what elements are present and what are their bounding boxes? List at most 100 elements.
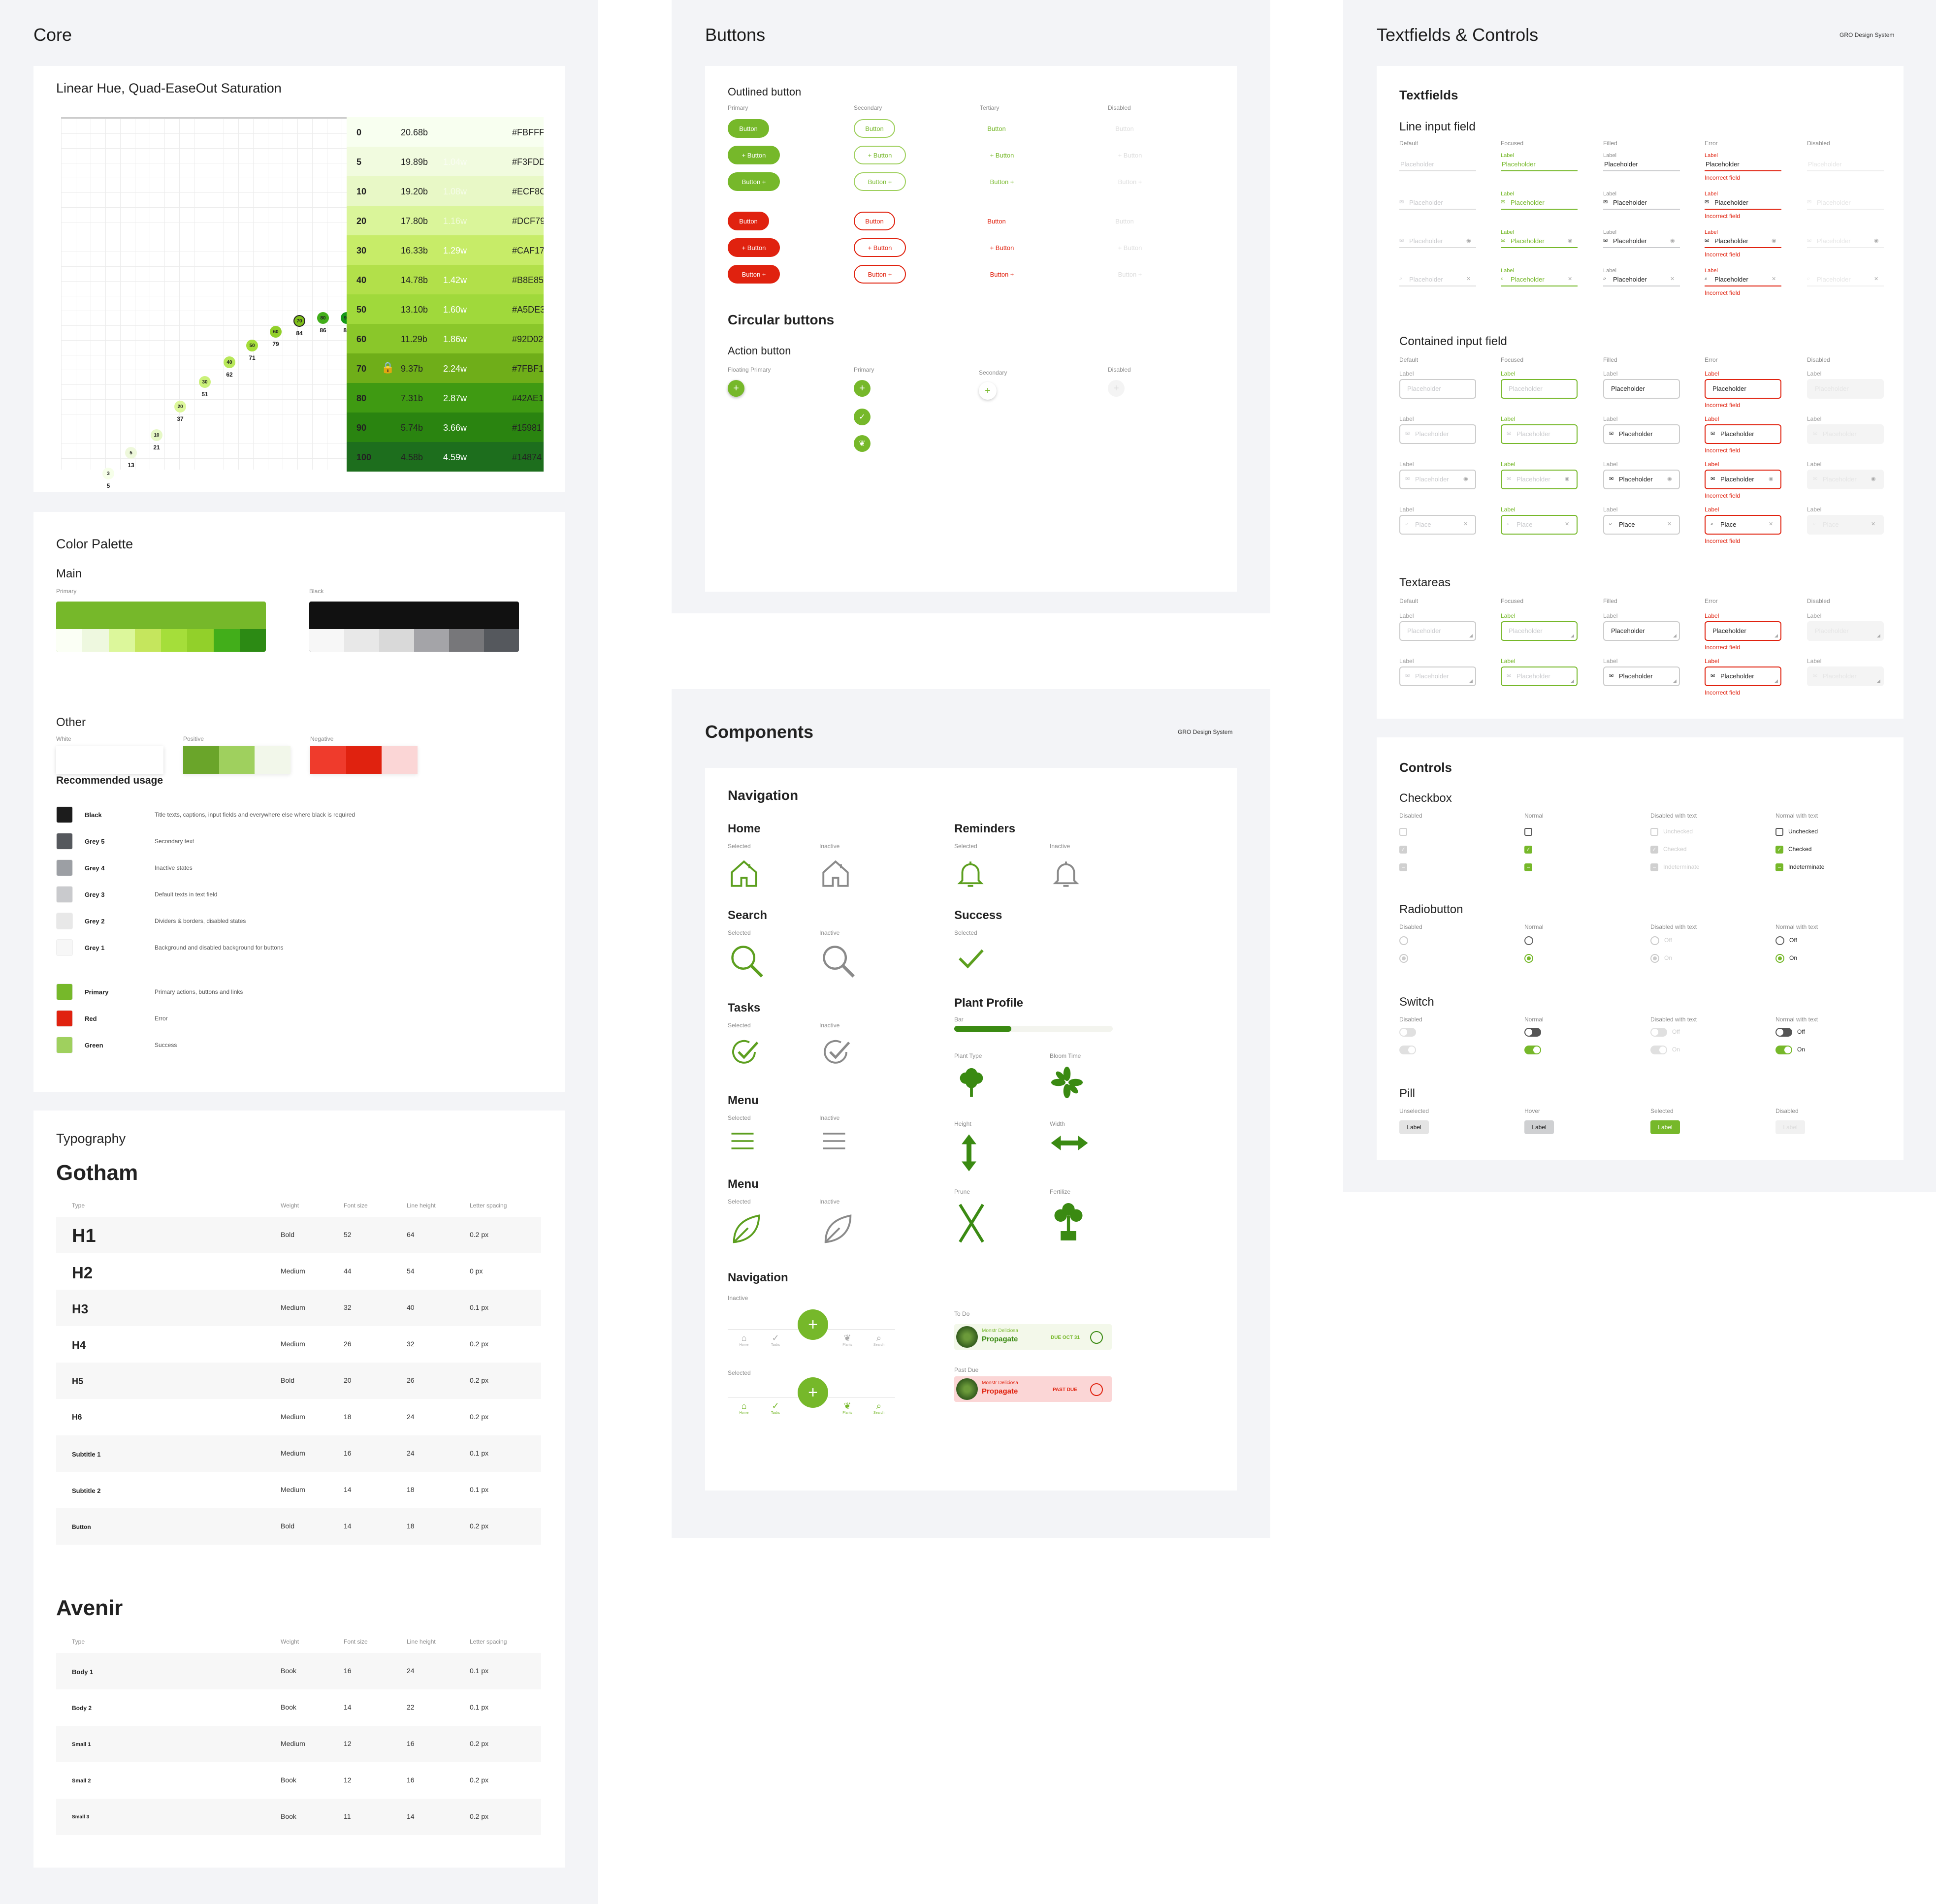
line-input-field[interactable]: Label Placeholder ⌕ ✕ [1603, 268, 1680, 287]
primary-button[interactable]: Button + [728, 172, 780, 191]
checkbox-indeterminate[interactable]: – [1775, 863, 1783, 871]
contained-input-field[interactable]: Placeholder ✉ [1603, 424, 1680, 444]
textarea-field[interactable]: Placeholder ◢ [1603, 621, 1680, 641]
checkbox-checked[interactable]: ✓ [1524, 846, 1532, 854]
switch-on[interactable] [1775, 1046, 1792, 1054]
todo-card[interactable]: Monstr Deliciosa Propagate DUE OCT 31 [954, 1324, 1112, 1350]
line-input-field[interactable]: Label Placeholder ✉ ◉ Incorrect field [1705, 229, 1781, 258]
fab-add-button[interactable]: + [798, 1377, 828, 1408]
radio-off[interactable] [1775, 936, 1784, 945]
line-input-field[interactable]: Label Placeholder [1501, 153, 1578, 172]
secondary-button[interactable]: Button [854, 119, 895, 138]
line-input-field[interactable]: Label Placeholder ✉ ◉ [1603, 229, 1680, 249]
line-input-field[interactable]: Placeholder [1399, 153, 1476, 172]
secondary-button[interactable]: Button + [854, 172, 906, 191]
floating-add-button[interactable]: + [728, 380, 744, 397]
bottom-nav-item[interactable]: ⌂ Home [736, 1333, 752, 1347]
radio-off[interactable] [1524, 936, 1533, 945]
contained-input-field[interactable]: Placeholder [1705, 379, 1781, 399]
bottom-nav-item[interactable]: ⌕ Search [871, 1333, 887, 1347]
tertiary-button[interactable]: + Button [990, 244, 1014, 252]
contained-input-field[interactable]: Placeholder ✉ ◉ [1705, 470, 1781, 489]
line-input-field[interactable]: Label Placeholder [1603, 153, 1680, 172]
line-input-field[interactable]: Label Placeholder ✉ ◉ [1501, 229, 1578, 249]
contained-input-field[interactable]: Placeholder ✉ [1399, 424, 1476, 444]
primary-leaf-button[interactable]: ❦ [854, 435, 871, 452]
primary-button[interactable]: Button [728, 212, 769, 230]
line-input-field[interactable]: Label Placeholder ✉ [1603, 191, 1680, 211]
checkbox-unchecked[interactable] [1775, 828, 1783, 836]
checkbox-unchecked[interactable] [1524, 828, 1532, 836]
field-label: Label [1705, 229, 1718, 235]
primary-check-button[interactable]: ✓ [854, 409, 871, 425]
unselected-pill[interactable]: Label [1399, 1120, 1429, 1134]
line-input-field[interactable]: Placeholder ✉ [1399, 191, 1476, 211]
tertiary-button[interactable]: Button + [990, 178, 1014, 186]
bottom-nav-item[interactable]: ⌕ Search [871, 1401, 887, 1415]
line-input-field[interactable]: Label Placeholder ✉ [1501, 191, 1578, 211]
bottom-nav-item[interactable]: ⌂ Home [736, 1401, 752, 1415]
contained-input-field[interactable]: Placeholder ✉ ◉ [1603, 470, 1680, 489]
textarea-field[interactable]: Placeholder ◢ [1399, 621, 1476, 641]
radio-on[interactable] [1524, 954, 1533, 963]
textarea-field[interactable]: Placeholder ◢ [1705, 621, 1781, 641]
pastdue-card[interactable]: Monstr Deliciosa Propagate PAST DUE [954, 1376, 1112, 1402]
contained-input-field[interactable]: Place ⌕ ✕ [1705, 515, 1781, 535]
components-artboard: Components GRO Design System Navigation … [672, 689, 1270, 1538]
contained-input-field[interactable]: Placeholder ✉ ◉ [1399, 470, 1476, 489]
tertiary-button[interactable]: Button [987, 217, 1006, 225]
tertiary-button[interactable]: Button + [990, 270, 1014, 278]
contained-input-field[interactable]: Place ⌕ ✕ [1603, 515, 1680, 535]
contained-input-field[interactable]: Placeholder ✉ [1501, 424, 1578, 444]
checkbox-checked[interactable]: ✓ [1775, 846, 1783, 854]
primary-add-button[interactable]: + [854, 380, 871, 397]
textarea-field[interactable]: Placeholder ✉ ◢ [1399, 666, 1476, 686]
checkbox-indeterminate[interactable]: – [1524, 863, 1532, 871]
contained-input-field[interactable]: Placeholder [1399, 379, 1476, 399]
textarea-field[interactable]: Placeholder ✉ ◢ [1501, 666, 1578, 686]
selected-pill[interactable]: Label [1650, 1120, 1680, 1134]
primary-button[interactable]: + Button [728, 238, 780, 257]
line-input-field[interactable]: Label Placeholder ✉ Incorrect field [1705, 191, 1781, 220]
contained-input-field[interactable]: Placeholder ✉ ◉ [1501, 470, 1578, 489]
contained-input-field[interactable]: Placeholder [1603, 379, 1680, 399]
radio-on[interactable] [1775, 954, 1784, 963]
line-input-field[interactable]: Label Placeholder ⌕ ✕ [1501, 268, 1578, 287]
secondary-button[interactable]: + Button [854, 146, 906, 164]
type-size: 52 [344, 1231, 352, 1238]
primary-button[interactable]: + Button [728, 146, 780, 164]
palette-title: Color Palette [56, 537, 133, 551]
error-text: Incorrect field [1705, 689, 1741, 696]
bottom-nav-item[interactable]: ❦ Plants [839, 1333, 856, 1347]
secondary-button[interactable]: Button [854, 212, 895, 230]
line-input-field[interactable]: Label Placeholder ⌕ ✕ Incorrect field [1705, 268, 1781, 296]
switch-off[interactable] [1524, 1028, 1541, 1037]
pastdue-complete-toggle[interactable] [1090, 1383, 1103, 1396]
hover-pill[interactable]: Label [1524, 1120, 1554, 1134]
textarea-field[interactable]: Placeholder ✉ ◢ [1603, 666, 1680, 686]
primary-button[interactable]: Button + [728, 265, 780, 284]
bottom-nav-item[interactable]: ✓ Tasks [767, 1333, 784, 1347]
tertiary-button[interactable]: Button [987, 125, 1006, 132]
secondary-button[interactable]: + Button [854, 238, 906, 257]
primary-button[interactable]: Button [728, 119, 769, 138]
fab-add-button[interactable]: + [798, 1309, 828, 1340]
bottom-nav-item[interactable]: ✓ Tasks [767, 1401, 784, 1415]
contained-input-field[interactable]: Place ⌕ ✕ [1501, 515, 1578, 535]
line-input-field[interactable]: Placeholder ⌕ ✕ [1399, 268, 1476, 287]
nav-section-label: Tasks [728, 1001, 761, 1015]
switch-on[interactable] [1524, 1046, 1541, 1054]
switch-off[interactable] [1775, 1028, 1792, 1037]
textarea-field[interactable]: Placeholder ◢ [1501, 621, 1578, 641]
contained-input-field[interactable]: Place ⌕ ✕ [1399, 515, 1476, 535]
textarea-field[interactable]: Placeholder ✉ ◢ [1705, 666, 1781, 686]
bottom-nav-item[interactable]: ❦ Plants [839, 1401, 856, 1415]
tertiary-button[interactable]: + Button [990, 151, 1014, 159]
secondary-button[interactable]: Button + [854, 265, 906, 284]
line-input-field[interactable]: Placeholder ✉ ◉ [1399, 229, 1476, 249]
contained-input-field[interactable]: Placeholder [1501, 379, 1578, 399]
todo-complete-toggle[interactable] [1090, 1331, 1103, 1344]
line-input-field[interactable]: Label Placeholder Incorrect field [1705, 153, 1781, 181]
contained-input-field[interactable]: Placeholder ✉ [1705, 424, 1781, 444]
secondary-add-button[interactable]: + [979, 382, 997, 400]
